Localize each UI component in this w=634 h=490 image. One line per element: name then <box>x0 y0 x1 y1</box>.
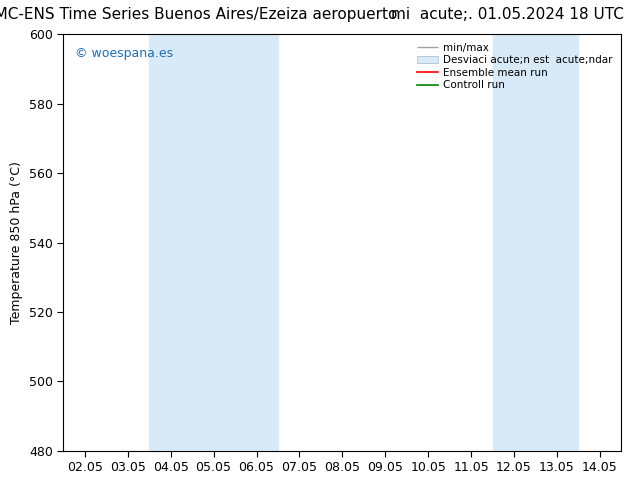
Legend: min/max, Desviaci acute;n est  acute;ndar, Ensemble mean run, Controll run: min/max, Desviaci acute;n est acute;ndar… <box>415 40 616 94</box>
Text: mi  acute;. 01.05.2024 18 UTC: mi acute;. 01.05.2024 18 UTC <box>391 7 624 23</box>
Bar <box>149 34 278 451</box>
Bar <box>536 34 578 451</box>
Bar <box>493 34 536 451</box>
Text: © woespana.es: © woespana.es <box>75 47 172 60</box>
Text: CMC-ENS Time Series Buenos Aires/Ezeiza aeropuerto: CMC-ENS Time Series Buenos Aires/Ezeiza … <box>0 7 397 23</box>
Y-axis label: Temperature 850 hPa (°C): Temperature 850 hPa (°C) <box>10 161 23 324</box>
